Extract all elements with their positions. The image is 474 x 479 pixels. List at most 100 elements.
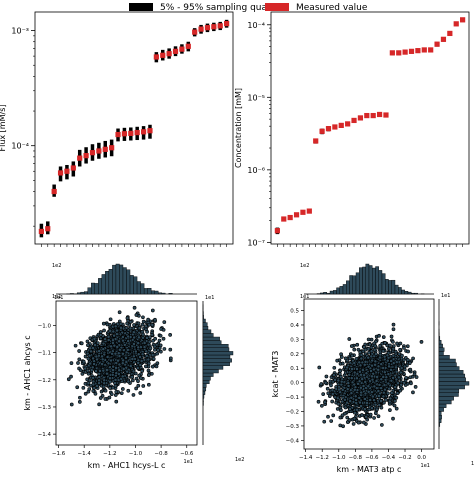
hist-right-bar: [438, 385, 465, 390]
measured-point: [224, 20, 230, 27]
scatter-point: [131, 393, 136, 397]
hist-top-bar: [168, 293, 173, 295]
hist-top-bar: [398, 287, 402, 295]
scatter-point: [385, 358, 390, 363]
joint-left-panel: −1.6 −1.4 −1.2 −1.0 −0.8 −0.6 −1.4 −1.3 −1.2 −1.1…: [23, 263, 244, 470]
scatter-point: [347, 337, 352, 341]
measured-point: [160, 52, 166, 58]
scatter-point: [86, 389, 91, 394]
hist-right-bar: [202, 347, 230, 352]
scatter-point: [352, 370, 357, 375]
measured-point: [434, 41, 440, 47]
scatter-point: [85, 339, 90, 344]
scatter-point: [145, 336, 149, 340]
scatter-point: [375, 407, 379, 412]
hist-top-offset-label: 1e2: [52, 263, 61, 269]
scatter-point: [132, 342, 136, 346]
hist-right-bar: [438, 411, 442, 416]
scatter-point: [136, 383, 141, 388]
scatter-point: [112, 333, 116, 338]
scatter-points: [316, 322, 424, 429]
scatter-point: [98, 333, 103, 337]
hist-top-bar: [394, 284, 399, 295]
scatter-point: [119, 391, 124, 396]
scatter-point: [419, 340, 424, 344]
hist-right-bar: [202, 365, 224, 370]
scatter-point: [359, 404, 363, 408]
hist-right-bar: [202, 329, 212, 334]
hist-top-bar: [401, 289, 405, 295]
scatter-point: [384, 398, 388, 402]
scatter-point: [376, 364, 381, 369]
scatter-point: [322, 419, 327, 424]
scatter-point: [363, 359, 368, 364]
scatter-point: [370, 394, 375, 399]
scatter-point: [320, 403, 324, 408]
scatter-point: [374, 379, 379, 383]
measured-point: [134, 129, 140, 136]
scatter-point: [394, 395, 399, 400]
scatter-point: [73, 343, 78, 348]
hist-top-bar: [158, 292, 162, 295]
scatter-point: [391, 327, 396, 332]
hist-top-bar: [368, 265, 373, 295]
scatter-point: [366, 355, 371, 360]
scatter-point: [378, 352, 383, 357]
scatter-point: [389, 391, 394, 395]
scatter-point: [367, 342, 372, 347]
scatter-point: [141, 335, 145, 340]
scatter-point: [155, 351, 160, 356]
hist-right-bar: [202, 362, 230, 367]
hist-right-bar: [438, 336, 441, 341]
joint-frame: [303, 298, 435, 450]
hist-top-bar: [98, 278, 103, 295]
measured-point: [460, 17, 466, 23]
measured-point: [38, 228, 44, 235]
scatter-point: [136, 341, 141, 345]
scatter-point: [100, 357, 105, 362]
scatter-point: [378, 355, 382, 360]
scatter-point: [393, 349, 398, 354]
hist-top-bar: [407, 291, 412, 295]
scatter-point: [346, 381, 351, 386]
scatter-point: [168, 356, 173, 361]
hist-top-bar: [385, 279, 389, 295]
hist-right-bar: [202, 351, 234, 356]
hist-right-bar: [202, 390, 206, 395]
scatter-point: [130, 375, 135, 379]
hist-top-bar: [411, 292, 415, 295]
scatter-point: [102, 378, 107, 383]
y-axis-label: Concentration [mM]: [234, 88, 243, 168]
scatter-point: [137, 373, 142, 378]
hist-right-bar: [438, 418, 442, 423]
x-tick-label: −0.6: [365, 455, 379, 461]
measured-point: [402, 49, 408, 55]
scatter-point: [385, 343, 390, 348]
scatter-point: [111, 329, 116, 334]
hist-right-bar: [202, 318, 206, 323]
measured-point: [89, 150, 96, 156]
scatter-point: [147, 339, 152, 344]
scatter-point: [399, 382, 404, 387]
scatter-point: [340, 388, 345, 392]
scatter-point: [81, 359, 86, 364]
scatter-point: [97, 381, 101, 386]
hist-top-bar: [112, 264, 117, 295]
scatter-point: [97, 402, 101, 407]
scatter-point: [372, 398, 376, 402]
scatter-point: [384, 375, 389, 380]
scatter-point: [330, 392, 335, 396]
scatter-point: [340, 413, 345, 418]
scatter-point: [154, 364, 159, 369]
hist-top-bar: [83, 291, 88, 295]
scatter-point: [77, 357, 82, 362]
y-tick-label: 10⁻⁵: [247, 93, 265, 102]
scatter-point: [144, 324, 148, 329]
scatter-point: [146, 357, 151, 362]
scatter-point: [374, 386, 379, 391]
scatter-point: [369, 390, 374, 394]
plot-frame: [270, 11, 470, 245]
scatter-point: [161, 336, 166, 341]
hist-top-bar: [108, 269, 113, 295]
scatter-point: [150, 353, 155, 357]
